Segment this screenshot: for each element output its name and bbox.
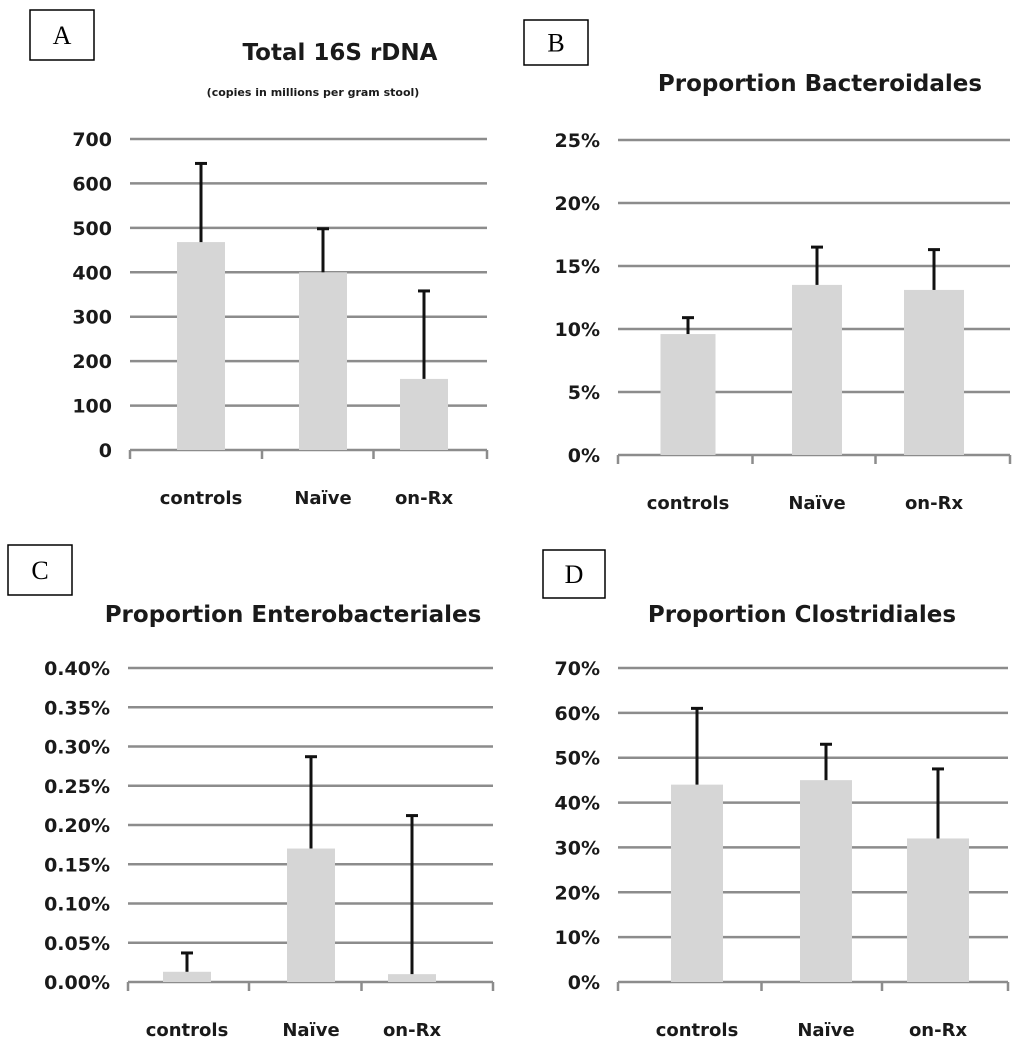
chart-panel-c: C Proportion Enterobacteriales 0.00% 0.05% 0… <box>7 544 495 1041</box>
bar-a-2 <box>299 272 347 450</box>
y-tick-label: 25% <box>555 130 600 152</box>
category-label: on-Rx <box>905 493 964 514</box>
y-tick-label: 5% <box>568 382 600 404</box>
category-label: Naïve <box>282 1020 339 1041</box>
y-tick-label: 0.20% <box>44 815 110 837</box>
chart-title: Proportion Clostridiales <box>648 602 956 628</box>
bar-c-2 <box>287 848 335 982</box>
bar-d-1 <box>671 784 723 982</box>
category-label: on-Rx <box>395 488 454 509</box>
y-tick-label: 0% <box>568 972 600 994</box>
y-tick-label: 500 <box>72 218 112 240</box>
y-tick-label: 40% <box>555 793 600 815</box>
y-tick-label: 0 <box>99 440 112 462</box>
y-tick-label: 400 <box>72 262 112 284</box>
bar-b-2 <box>792 284 842 455</box>
y-tick-label: 0.00% <box>44 972 110 994</box>
bar-d-3 <box>907 838 969 982</box>
chart-title: Total 16S rDNA <box>243 40 438 66</box>
panel-label-box <box>29 9 95 61</box>
y-tick-label: 70% <box>555 658 600 680</box>
category-label: on-Rx <box>909 1020 968 1041</box>
chart-panel-b: B Proportion Bacteroidales 0% 5% 10% 15% 20% 25… <box>523 19 1012 514</box>
chart-panel-a: A Total 16S rDNA (copies in millions per g… <box>29 9 489 509</box>
bar-b-3 <box>904 289 964 455</box>
category-label: Naïve <box>788 493 845 514</box>
y-tick-label: 300 <box>72 307 112 329</box>
category-label: Naïve <box>294 488 351 509</box>
category-label: controls <box>656 1020 739 1041</box>
bar-a-1 <box>177 242 225 450</box>
chart-title: Proportion Bacteroidales <box>658 71 982 97</box>
y-tick-label: 10% <box>555 319 600 341</box>
bar-c-1 <box>163 971 211 982</box>
panel-letter: D <box>565 560 584 589</box>
y-tick-label: 0.15% <box>44 854 110 876</box>
y-tick-label: 0.35% <box>44 697 110 719</box>
y-tick-label: 100 <box>72 396 112 418</box>
y-tick-label: 0.30% <box>44 737 110 759</box>
category-label: on-Rx <box>383 1020 442 1041</box>
y-tick-label: 15% <box>555 256 600 278</box>
y-tick-label: 0.40% <box>44 658 110 680</box>
y-tick-label: 20% <box>555 193 600 215</box>
category-label: Naïve <box>797 1020 854 1041</box>
y-tick-label: 0% <box>568 445 600 467</box>
bar-c-3 <box>388 974 436 982</box>
bar-a-3 <box>400 378 448 450</box>
y-tick-label: 60% <box>555 703 600 725</box>
y-tick-label: 30% <box>555 837 600 859</box>
panel-letter: C <box>31 556 48 585</box>
y-tick-label: 600 <box>72 173 112 195</box>
y-tick-label: 200 <box>72 351 112 373</box>
chart-panel-d: D Proportion Clostridiales 0% 10% 20% 30% 40% 5… <box>542 549 1010 1041</box>
y-tick-label: 50% <box>555 748 600 770</box>
panel-label-box <box>7 544 73 596</box>
y-tick-label: 700 <box>72 129 112 151</box>
y-tick-label: 0.25% <box>44 776 110 798</box>
panel-letter: B <box>547 29 564 58</box>
panel-label-box <box>542 549 606 599</box>
category-label: controls <box>647 493 730 514</box>
chart-title: Proportion Enterobacteriales <box>105 602 482 628</box>
y-tick-label: 20% <box>555 882 600 904</box>
bar-d-2 <box>800 780 852 982</box>
category-label: controls <box>146 1020 229 1041</box>
category-label: controls <box>160 488 243 509</box>
bar-b-1 <box>660 334 716 455</box>
panel-letter: A <box>53 21 72 50</box>
y-tick-label: 0.05% <box>44 933 110 955</box>
chart-subtitle: (copies in millions per gram stool) <box>207 86 420 99</box>
panel-label-box <box>523 19 589 66</box>
y-tick-label: 0.10% <box>44 894 110 916</box>
y-tick-label: 10% <box>555 927 600 949</box>
